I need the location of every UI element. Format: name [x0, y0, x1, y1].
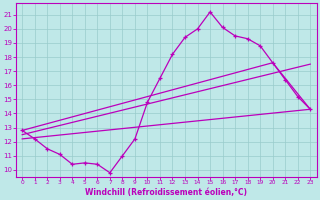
X-axis label: Windchill (Refroidissement éolien,°C): Windchill (Refroidissement éolien,°C): [85, 188, 247, 197]
